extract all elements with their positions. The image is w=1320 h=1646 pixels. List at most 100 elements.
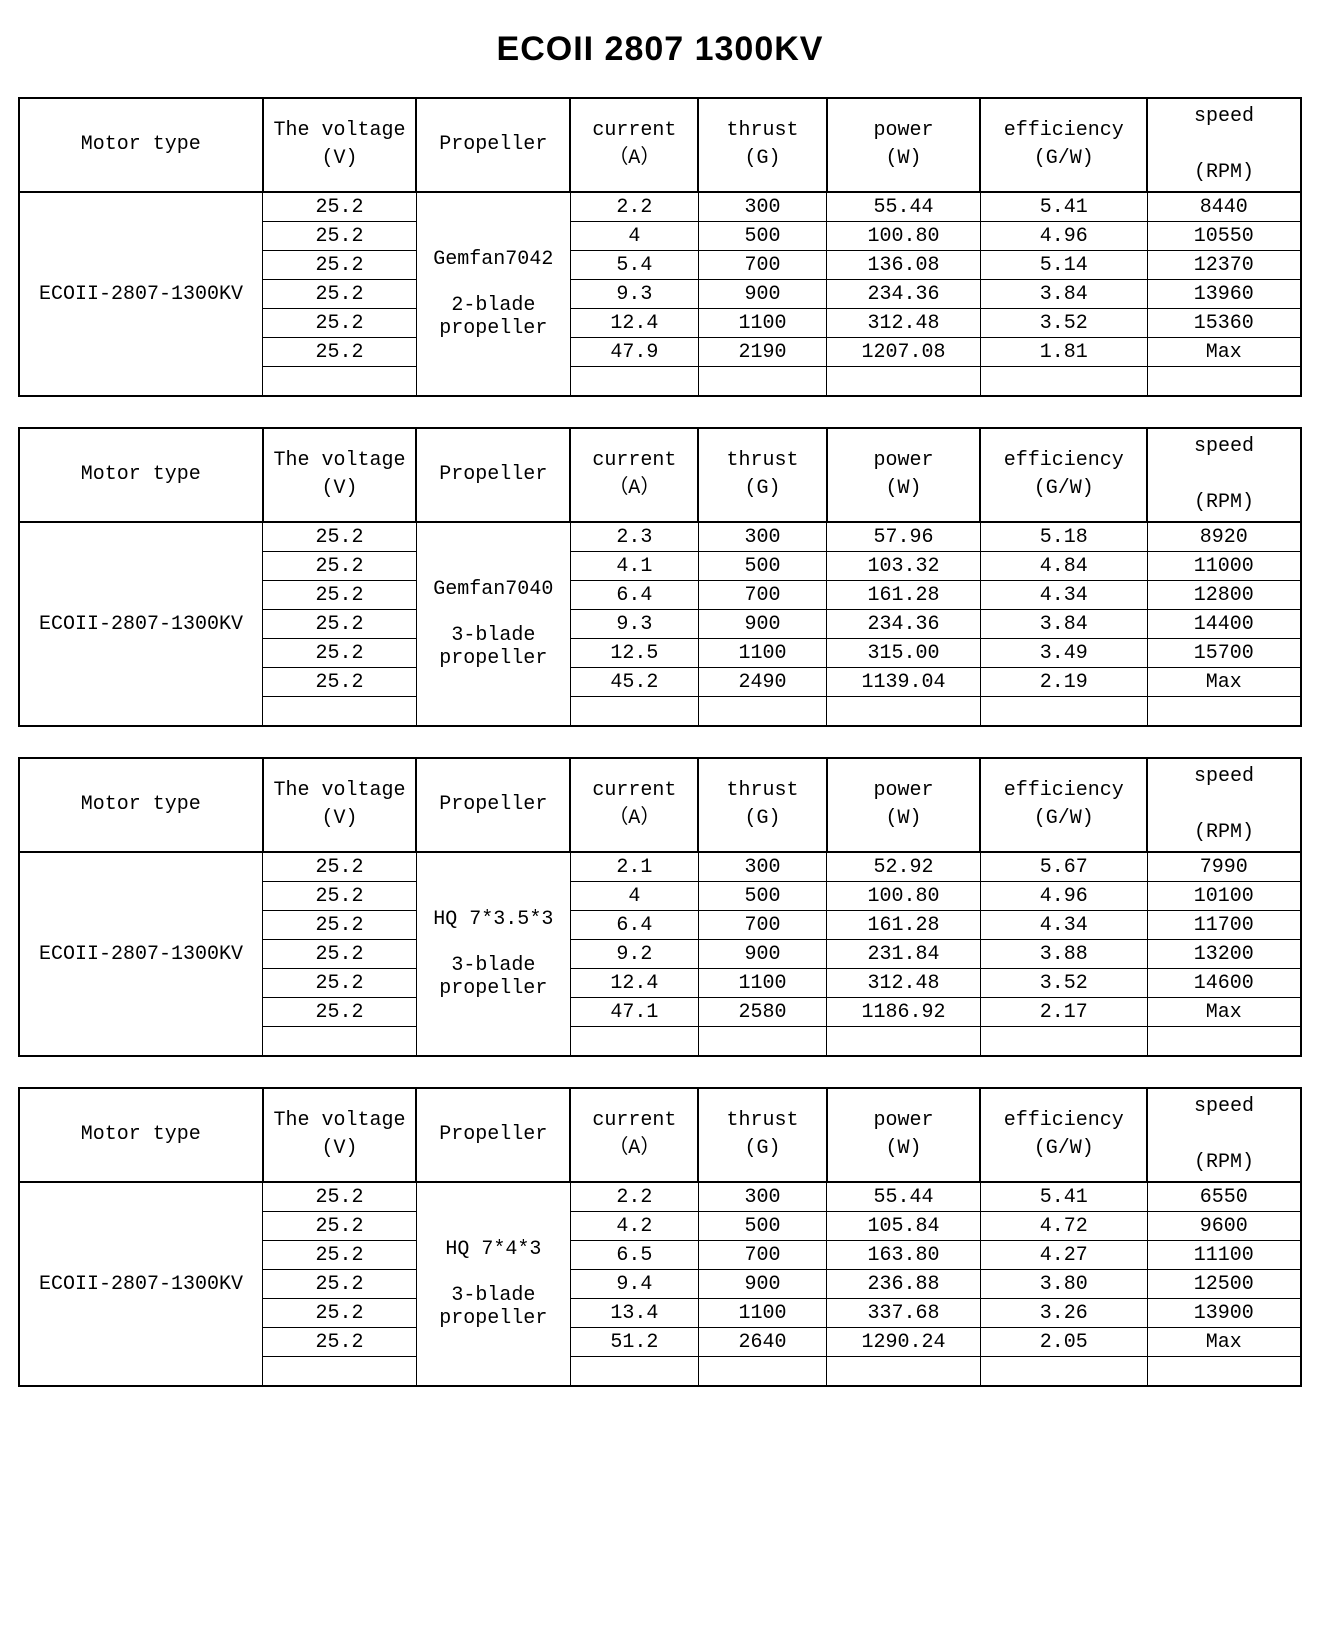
propeller-cell: Gemfan70422-bladepropeller: [416, 192, 570, 396]
col-thrust: thrust(G): [698, 758, 826, 852]
current-cell: 45.2: [570, 668, 698, 697]
speed-cell: 7990: [1147, 852, 1301, 882]
speed-cell: Max: [1147, 1328, 1301, 1357]
col-motor: Motor type: [19, 98, 263, 192]
voltage-cell: 25.2: [263, 251, 417, 280]
current-cell: 6.4: [570, 911, 698, 940]
voltage-cell: 25.2: [263, 1270, 417, 1299]
voltage-cell: 25.2: [263, 1299, 417, 1328]
col-voltage: The voltage(V): [263, 428, 417, 522]
speed-cell: Max: [1147, 338, 1301, 367]
table-row: ECOII-2807-1300KV25.2HQ 7*4*33-bladeprop…: [19, 1182, 1301, 1212]
thrust-cell: 1100: [698, 639, 826, 668]
table-row: ECOII-2807-1300KV25.2HQ 7*3.5*33-bladepr…: [19, 852, 1301, 882]
col-speed: speed(RPM): [1147, 428, 1301, 522]
current-cell: 47.1: [570, 998, 698, 1027]
col-current: current（A）: [570, 428, 698, 522]
motor-type-cell: ECOII-2807-1300KV: [19, 852, 263, 1056]
blank-cell: [980, 1357, 1147, 1387]
power-cell: 315.00: [827, 639, 981, 668]
blank-cell: [263, 697, 417, 727]
current-cell: 4: [570, 882, 698, 911]
current-cell: 2.1: [570, 852, 698, 882]
current-cell: 51.2: [570, 1328, 698, 1357]
table-row: ECOII-2807-1300KV25.2Gemfan70422-bladepr…: [19, 192, 1301, 222]
voltage-cell: 25.2: [263, 882, 417, 911]
thrust-cell: 700: [698, 911, 826, 940]
blank-cell: [698, 367, 826, 397]
voltage-cell: 25.2: [263, 222, 417, 251]
blank-cell: [827, 697, 981, 727]
blank-cell: [698, 1357, 826, 1387]
current-cell: 12.4: [570, 309, 698, 338]
thrust-cell: 500: [698, 882, 826, 911]
voltage-cell: 25.2: [263, 668, 417, 697]
thrust-cell: 500: [698, 222, 826, 251]
col-power: power(W): [827, 1088, 981, 1182]
speed-cell: 10100: [1147, 882, 1301, 911]
col-speed: speed(RPM): [1147, 1088, 1301, 1182]
speed-cell: 9600: [1147, 1212, 1301, 1241]
col-voltage: The voltage(V): [263, 1088, 417, 1182]
col-thrust: thrust(G): [698, 98, 826, 192]
efficiency-cell: 3.26: [980, 1299, 1147, 1328]
efficiency-cell: 2.17: [980, 998, 1147, 1027]
blank-cell: [980, 367, 1147, 397]
motor-type-cell: ECOII-2807-1300KV: [19, 1182, 263, 1386]
efficiency-cell: 4.96: [980, 222, 1147, 251]
efficiency-cell: 4.27: [980, 1241, 1147, 1270]
power-cell: 105.84: [827, 1212, 981, 1241]
spec-table: Motor typeThe voltage(V)Propellercurrent…: [18, 97, 1302, 397]
power-cell: 236.88: [827, 1270, 981, 1299]
col-motor: Motor type: [19, 428, 263, 522]
power-cell: 1186.92: [827, 998, 981, 1027]
col-thrust: thrust(G): [698, 428, 826, 522]
current-cell: 4.1: [570, 552, 698, 581]
power-cell: 163.80: [827, 1241, 981, 1270]
blank-cell: [980, 1027, 1147, 1057]
blank-cell: [570, 1027, 698, 1057]
voltage-cell: 25.2: [263, 552, 417, 581]
thrust-cell: 2190: [698, 338, 826, 367]
current-cell: 9.4: [570, 1270, 698, 1299]
col-voltage: The voltage(V): [263, 758, 417, 852]
efficiency-cell: 2.05: [980, 1328, 1147, 1357]
thrust-cell: 500: [698, 1212, 826, 1241]
efficiency-cell: 5.41: [980, 192, 1147, 222]
voltage-cell: 25.2: [263, 969, 417, 998]
thrust-cell: 300: [698, 522, 826, 552]
current-cell: 47.9: [570, 338, 698, 367]
spec-table: Motor typeThe voltage(V)Propellercurrent…: [18, 1087, 1302, 1387]
current-cell: 2.2: [570, 1182, 698, 1212]
current-cell: 2.2: [570, 192, 698, 222]
current-cell: 6.4: [570, 581, 698, 610]
efficiency-cell: 5.14: [980, 251, 1147, 280]
blank-cell: [698, 1027, 826, 1057]
efficiency-cell: 4.72: [980, 1212, 1147, 1241]
voltage-cell: 25.2: [263, 911, 417, 940]
speed-cell: 6550: [1147, 1182, 1301, 1212]
voltage-cell: 25.2: [263, 852, 417, 882]
blank-cell: [570, 367, 698, 397]
efficiency-cell: 3.49: [980, 639, 1147, 668]
speed-cell: 12800: [1147, 581, 1301, 610]
voltage-cell: 25.2: [263, 940, 417, 969]
page-title: ECOII 2807 1300KV: [18, 30, 1302, 69]
efficiency-cell: 4.34: [980, 911, 1147, 940]
speed-cell: 8920: [1147, 522, 1301, 552]
power-cell: 312.48: [827, 969, 981, 998]
col-power: power(W): [827, 428, 981, 522]
blank-cell: [980, 697, 1147, 727]
col-propeller: Propeller: [416, 758, 570, 852]
voltage-cell: 25.2: [263, 1182, 417, 1212]
propeller-cell: HQ 7*3.5*33-bladepropeller: [416, 852, 570, 1056]
speed-cell: 10550: [1147, 222, 1301, 251]
efficiency-cell: 3.84: [980, 280, 1147, 309]
speed-cell: Max: [1147, 998, 1301, 1027]
current-cell: 9.2: [570, 940, 698, 969]
current-cell: 9.3: [570, 280, 698, 309]
voltage-cell: 25.2: [263, 610, 417, 639]
power-cell: 136.08: [827, 251, 981, 280]
speed-cell: 14600: [1147, 969, 1301, 998]
blank-cell: [827, 1357, 981, 1387]
